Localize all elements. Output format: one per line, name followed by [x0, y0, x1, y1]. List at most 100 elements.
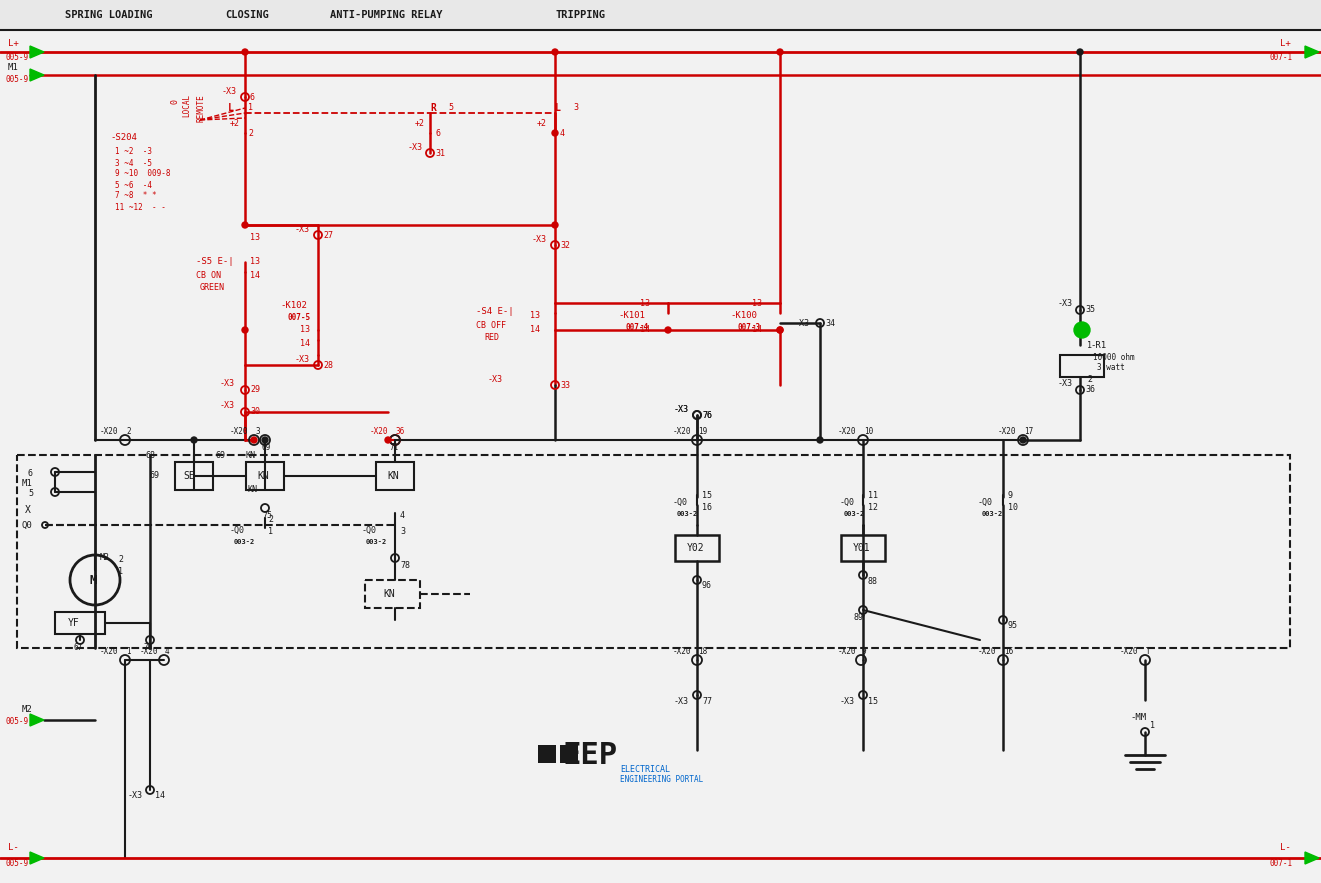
- Text: RED: RED: [483, 333, 499, 342]
- Text: 68: 68: [145, 451, 155, 461]
- Text: 1: 1: [118, 568, 123, 577]
- Circle shape: [1077, 49, 1083, 55]
- Text: -X3: -X3: [1058, 380, 1073, 389]
- Text: -Q0: -Q0: [978, 497, 993, 507]
- Text: 35: 35: [1085, 306, 1095, 314]
- Text: 13: 13: [530, 312, 540, 321]
- Circle shape: [777, 327, 783, 333]
- Text: 28: 28: [324, 360, 333, 369]
- Text: 75: 75: [262, 510, 272, 519]
- Bar: [376, 462, 413, 490]
- Text: T: T: [1147, 647, 1151, 656]
- Text: -X3: -X3: [408, 142, 423, 152]
- Text: YF: YF: [67, 618, 79, 628]
- Text: -S5 E-|: -S5 E-|: [196, 258, 234, 267]
- Text: 30: 30: [250, 407, 260, 417]
- Text: -K101: -K101: [618, 312, 645, 321]
- Text: 69: 69: [215, 451, 225, 461]
- Text: TRIPPING: TRIPPING: [555, 10, 605, 20]
- Text: 13: 13: [300, 326, 310, 335]
- Text: 36: 36: [1085, 386, 1095, 395]
- Text: -X20: -X20: [838, 427, 856, 436]
- Text: M1: M1: [8, 64, 18, 72]
- Text: M: M: [90, 573, 98, 586]
- Text: EEP: EEP: [563, 741, 617, 769]
- Text: 6: 6: [435, 129, 440, 138]
- Text: Q0: Q0: [22, 520, 33, 530]
- Text: -X20: -X20: [1120, 647, 1139, 656]
- Text: -X3: -X3: [674, 404, 690, 413]
- Text: 7 ~8  * *: 7 ~8 * *: [115, 192, 157, 200]
- Text: -X3: -X3: [795, 319, 810, 328]
- Text: 6: 6: [28, 470, 33, 479]
- Text: -MM: -MM: [1129, 713, 1147, 722]
- Text: 13: 13: [639, 298, 650, 307]
- Text: 32: 32: [560, 240, 569, 250]
- Bar: [17, 455, 1291, 648]
- Text: -X3: -X3: [221, 402, 235, 411]
- Text: L+: L+: [1280, 39, 1291, 48]
- Text: 005-9: 005-9: [5, 718, 28, 727]
- Text: -X20: -X20: [140, 647, 159, 656]
- Text: -Q0: -Q0: [362, 525, 376, 534]
- Text: 3 ~4  -5: 3 ~4 -5: [115, 159, 152, 168]
- Text: 76: 76: [701, 411, 712, 419]
- Text: -X20: -X20: [978, 647, 996, 656]
- Circle shape: [384, 437, 391, 443]
- Text: CB OFF: CB OFF: [476, 321, 506, 329]
- Text: 4: 4: [165, 647, 169, 656]
- Circle shape: [1020, 437, 1026, 443]
- Bar: [560, 745, 579, 763]
- Polygon shape: [30, 69, 44, 81]
- Text: 13: 13: [250, 232, 260, 241]
- Text: 3: 3: [400, 527, 406, 537]
- Text: X: X: [25, 505, 30, 515]
- Text: 3: 3: [255, 427, 260, 436]
- Text: 96: 96: [701, 582, 712, 591]
- Text: -X20: -X20: [370, 427, 388, 436]
- Text: Y02: Y02: [687, 543, 704, 553]
- Circle shape: [777, 49, 783, 55]
- Text: 003-2: 003-2: [982, 511, 1003, 517]
- Text: 19: 19: [697, 427, 707, 436]
- Text: L-: L-: [8, 843, 18, 852]
- Text: 5: 5: [28, 488, 33, 497]
- Text: 16: 16: [1004, 647, 1013, 656]
- Circle shape: [242, 222, 248, 228]
- Text: 10000 ohm: 10000 ohm: [1092, 352, 1135, 361]
- Text: 003-2: 003-2: [844, 511, 865, 517]
- Text: 2: 2: [125, 427, 131, 436]
- Text: 14: 14: [752, 326, 762, 335]
- Text: -X3: -X3: [674, 404, 690, 413]
- Circle shape: [777, 327, 783, 333]
- Text: 70: 70: [144, 643, 153, 652]
- Text: -X3: -X3: [222, 87, 236, 95]
- Text: KN: KN: [383, 589, 395, 599]
- Text: 007-4: 007-4: [625, 323, 649, 333]
- Polygon shape: [30, 852, 44, 864]
- Text: 9: 9: [863, 647, 867, 656]
- Text: 33: 33: [560, 381, 569, 389]
- Text: 007-1: 007-1: [1269, 859, 1293, 869]
- Text: CLOSING: CLOSING: [225, 10, 268, 20]
- Text: -X3: -X3: [295, 224, 310, 233]
- Text: -X3: -X3: [221, 380, 235, 389]
- Text: 003-2: 003-2: [234, 539, 255, 545]
- Polygon shape: [30, 714, 44, 726]
- Text: 007-1: 007-1: [1269, 52, 1293, 62]
- Polygon shape: [1305, 46, 1318, 58]
- Text: 10: 10: [1008, 503, 1018, 512]
- Text: -S4 E-|: -S4 E-|: [476, 306, 514, 315]
- Text: 1 ~2  -3: 1 ~2 -3: [115, 147, 152, 156]
- Circle shape: [242, 327, 248, 333]
- Text: 14: 14: [300, 338, 310, 348]
- Text: 9 ~10  009-8: 9 ~10 009-8: [115, 170, 170, 178]
- Text: 005-9: 005-9: [5, 52, 28, 62]
- Text: 9: 9: [1008, 490, 1013, 500]
- Text: 2: 2: [1087, 375, 1092, 384]
- Text: -X20: -X20: [230, 427, 248, 436]
- Text: 29: 29: [250, 386, 260, 395]
- Text: 3: 3: [573, 103, 579, 112]
- Text: 13: 13: [250, 258, 260, 267]
- Text: 27: 27: [324, 230, 333, 239]
